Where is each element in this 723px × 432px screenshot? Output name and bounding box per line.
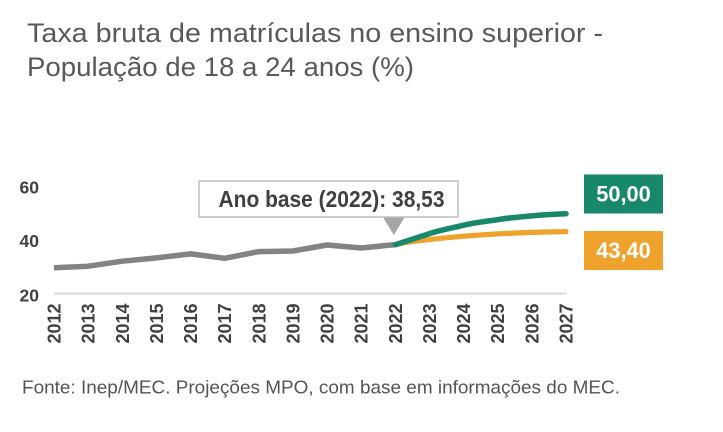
svg-text:Taxa bruta de matrículas no en: Taxa bruta de matrículas no ensino super… [27,18,603,48]
svg-text:2024: 2024 [454,303,474,343]
svg-text:2014: 2014 [113,303,133,343]
svg-text:2027: 2027 [557,303,577,343]
svg-text:2025: 2025 [488,303,508,343]
svg-text:2019: 2019 [283,303,303,343]
svg-text:60: 60 [20,177,40,197]
svg-text:População de 18 a 24 anos (%): População de 18 a 24 anos (%) [27,52,414,82]
svg-text:Ano base (2022): 38,53: Ano base (2022): 38,53 [219,186,445,212]
svg-text:2021: 2021 [352,303,372,343]
svg-text:2012: 2012 [45,303,65,343]
svg-text:2017: 2017 [215,303,235,343]
svg-text:2020: 2020 [318,303,338,343]
svg-text:40: 40 [20,231,40,251]
svg-text:2026: 2026 [522,303,542,343]
svg-text:50,00: 50,00 [596,182,651,207]
svg-text:2013: 2013 [79,303,99,343]
svg-text:2022: 2022 [386,303,406,343]
svg-text:20: 20 [20,285,40,305]
svg-text:2016: 2016 [181,303,201,343]
svg-text:43,40: 43,40 [596,238,651,263]
svg-text:2018: 2018 [249,303,269,343]
svg-text:Fonte: Inep/MEC. Projeções MPO: Fonte: Inep/MEC. Projeções MPO, com base… [22,377,620,397]
svg-text:2023: 2023 [420,303,440,343]
svg-text:2015: 2015 [147,303,167,343]
